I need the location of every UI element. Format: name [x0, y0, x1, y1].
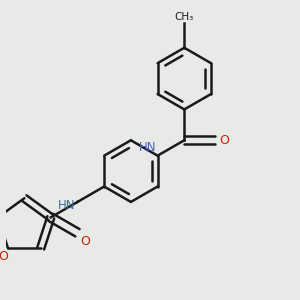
Text: O: O — [0, 250, 8, 263]
Text: O: O — [80, 236, 90, 248]
Text: HN: HN — [139, 141, 156, 154]
Text: CH₃: CH₃ — [175, 11, 194, 22]
Text: O: O — [219, 134, 229, 147]
Text: HN: HN — [58, 199, 76, 212]
